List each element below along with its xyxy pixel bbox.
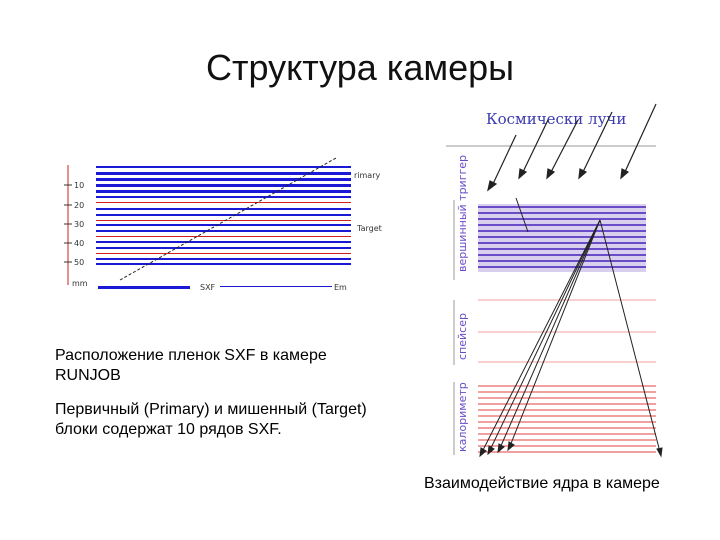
tick-unit: mm xyxy=(72,279,88,288)
vertex-trigger-label: вершинный триггер xyxy=(456,155,469,272)
cosmic-rays-label: Космически лучи xyxy=(486,110,626,128)
layout-caption: Расположение пленок SXF в камере RUNJOB xyxy=(55,347,327,384)
particle-track xyxy=(119,157,337,281)
em-label: Em xyxy=(334,283,347,292)
vertex-trigger-band xyxy=(478,204,646,272)
tick-label: 20 xyxy=(74,201,84,210)
spacer-label: спейсер xyxy=(456,313,469,360)
target-label: Target xyxy=(356,224,382,233)
calorimeter-label: калориметр xyxy=(456,382,469,452)
sxf-layer xyxy=(98,286,190,289)
tick-label: 30 xyxy=(74,220,84,229)
calorimeter-lines xyxy=(478,385,656,453)
tick-label: 40 xyxy=(74,239,84,248)
primary-block xyxy=(96,166,351,216)
interaction-caption: Взаимодействие ядра в камере xyxy=(424,475,660,492)
tick-label: 50 xyxy=(74,258,84,267)
primary-label: rimary xyxy=(354,171,380,180)
layout-description: Первичный (Primary) и мишенный (Target) … xyxy=(55,401,367,438)
em-layer xyxy=(220,286,332,287)
slide-title: Структура камеры xyxy=(205,47,515,88)
cosmic-ray-arrows xyxy=(487,103,657,192)
secondary-tracks xyxy=(479,197,663,458)
target-block xyxy=(96,220,351,265)
tick-label: 10 xyxy=(74,181,84,190)
sxf-label: SXF xyxy=(200,283,216,292)
spacer-lines xyxy=(478,299,656,363)
